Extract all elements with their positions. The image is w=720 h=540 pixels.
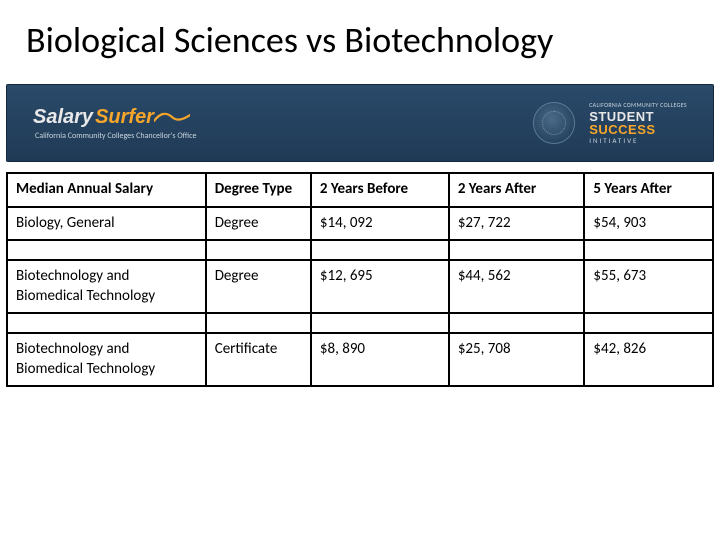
col-header-4: 5 Years After xyxy=(584,173,713,207)
student-success-logo: CALIFORNIA COMMUNITY COLLEGES STUDENT SU… xyxy=(589,102,687,144)
cell: Degree xyxy=(206,260,311,313)
cell: $12, 695 xyxy=(311,260,449,313)
ss-topline: CALIFORNIA COMMUNITY COLLEGES xyxy=(589,102,687,108)
cell: $44, 562 xyxy=(449,260,585,313)
ss-success: SUCCESS xyxy=(589,123,687,136)
logo-subline: California Community Colleges Chancellor… xyxy=(35,131,196,141)
cell: Biotechnology and Biomedical Technology xyxy=(7,333,206,386)
table-header-row: Median Annual Salary Degree Type 2 Years… xyxy=(7,173,713,207)
slide: Biological Sciences vs Biotechnology Sal… xyxy=(0,0,720,540)
col-header-2: 2 Years Before xyxy=(311,173,449,207)
banner-left: Salary Surfer California Community Colle… xyxy=(33,106,196,141)
table-row: Biotechnology and Biomedical Technology … xyxy=(7,260,713,313)
table-spacer-row xyxy=(7,313,713,333)
logo-word-salary: Salary xyxy=(33,106,93,129)
col-header-0: Median Annual Salary xyxy=(7,173,206,207)
table-row: Biotechnology and Biomedical Technology … xyxy=(7,333,713,386)
cell: Biology, General xyxy=(7,207,206,241)
salary-surfer-banner: Salary Surfer California Community Colle… xyxy=(6,84,714,162)
cell: $54, 903 xyxy=(584,207,713,241)
table-row: Biology, General Degree $14, 092 $27, 72… xyxy=(7,207,713,241)
cell: $27, 722 xyxy=(449,207,585,241)
slide-title: Biological Sciences vs Biotechnology xyxy=(0,0,720,72)
cell: $14, 092 xyxy=(311,207,449,241)
cell: Certificate xyxy=(206,333,311,386)
cell: $42, 826 xyxy=(584,333,713,386)
ccc-seal-icon xyxy=(533,102,575,144)
logo-word-surfer: Surfer xyxy=(95,106,154,129)
wave-icon xyxy=(154,109,190,123)
salary-table: Median Annual Salary Degree Type 2 Years… xyxy=(6,172,714,387)
salary-surfer-logo: Salary Surfer xyxy=(33,106,196,129)
cell: $8, 890 xyxy=(311,333,449,386)
cell: Degree xyxy=(206,207,311,241)
col-header-1: Degree Type xyxy=(206,173,311,207)
table-spacer-row xyxy=(7,240,713,260)
col-header-3: 2 Years After xyxy=(449,173,585,207)
cell: $55, 673 xyxy=(584,260,713,313)
ss-initiative: INITIATIVE xyxy=(589,137,687,144)
banner-right: CALIFORNIA COMMUNITY COLLEGES STUDENT SU… xyxy=(533,102,687,144)
cell: $25, 708 xyxy=(449,333,585,386)
cell: Biotechnology and Biomedical Technology xyxy=(7,260,206,313)
